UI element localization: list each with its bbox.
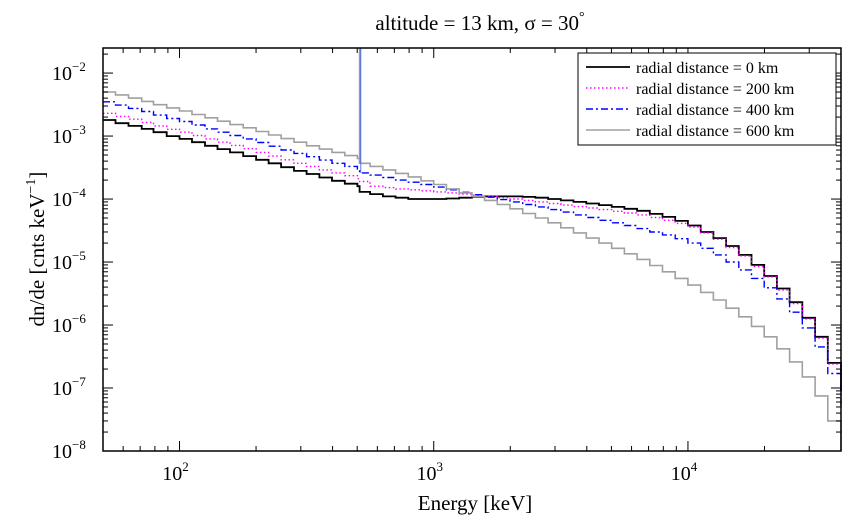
legend-label-2: radial distance = 400 km bbox=[636, 102, 795, 119]
y-tick-label: 10−2 bbox=[52, 59, 86, 85]
x-tick-base: 10 bbox=[162, 463, 182, 485]
y-tick-label: 10−4 bbox=[52, 185, 86, 211]
y-tick-exp: −7 bbox=[72, 374, 86, 389]
y-tick-label: 10−8 bbox=[52, 437, 86, 463]
y-tick-exp: −4 bbox=[72, 185, 86, 200]
series-line-0 bbox=[103, 119, 842, 391]
y-tick-exp: −2 bbox=[72, 59, 86, 74]
y-tick-exp: −3 bbox=[72, 122, 86, 137]
plot-layer bbox=[103, 48, 842, 451]
y-tick-base: 10 bbox=[52, 378, 72, 400]
y-tick-base: 10 bbox=[52, 441, 72, 463]
legend-label-0: radial distance = 0 km bbox=[636, 60, 779, 77]
series-line-3 bbox=[103, 91, 842, 451]
y-tick-base: 10 bbox=[52, 189, 72, 211]
y-tick-label: 10−6 bbox=[52, 311, 86, 337]
x-tick-base: 10 bbox=[671, 463, 691, 485]
x-tick-base: 10 bbox=[416, 463, 436, 485]
x-tick-label: 102 bbox=[162, 459, 189, 485]
y-tick-base: 10 bbox=[52, 252, 72, 274]
y-label-sup: −1 bbox=[24, 179, 39, 194]
x-tick-label: 104 bbox=[671, 459, 698, 485]
y-tick-base: 10 bbox=[52, 315, 72, 337]
x-tick-exp: 2 bbox=[182, 459, 189, 474]
x-tick-exp: 4 bbox=[691, 459, 698, 474]
y-tick-exp: −5 bbox=[72, 248, 86, 263]
y-tick-label: 10−3 bbox=[52, 122, 86, 148]
y-tick-exp: −6 bbox=[72, 311, 86, 326]
title-sigma: σ bbox=[524, 11, 535, 35]
y-label-main: dn/de [cnts keV bbox=[25, 193, 49, 326]
series-line-2 bbox=[103, 101, 842, 407]
x-tick-label: 103 bbox=[416, 459, 443, 485]
y-tick-exp: −8 bbox=[72, 437, 86, 452]
y-tick-label: 10−5 bbox=[52, 248, 86, 274]
series-line-1 bbox=[103, 112, 842, 393]
legend-label-3: radial distance = 600 km bbox=[636, 123, 795, 140]
legend-label-1: radial distance = 200 km bbox=[636, 81, 795, 98]
title-eq: = 30 bbox=[536, 11, 579, 35]
title-prefix: altitude = 13 km, bbox=[375, 11, 524, 35]
y-tick-base: 10 bbox=[52, 126, 72, 148]
y-tick-base: 10 bbox=[52, 63, 72, 85]
y-axis-label: dn/de [cnts keV−1] bbox=[24, 172, 49, 327]
x-tick-exp: 3 bbox=[436, 459, 443, 474]
plot-frame bbox=[102, 47, 842, 452]
y-label-close: ] bbox=[25, 172, 49, 179]
title-degree: ° bbox=[579, 10, 585, 25]
x-axis-label: Energy [keV] bbox=[418, 491, 533, 515]
chart-title: altitude = 13 km, σ = 30° bbox=[375, 10, 584, 35]
legend: radial distance = 0 km radial distance = … bbox=[577, 52, 837, 146]
y-tick-label: 10−7 bbox=[52, 374, 86, 400]
